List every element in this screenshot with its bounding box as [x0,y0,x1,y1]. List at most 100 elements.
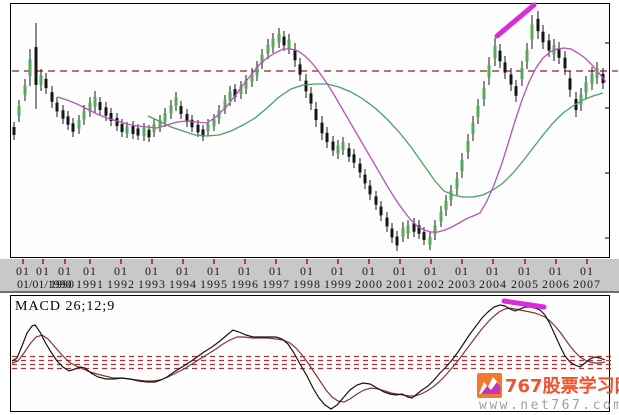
candle-body [271,38,275,48]
candle-body [104,107,108,116]
year-label: 1994 [169,277,197,291]
candle-body [358,163,362,173]
year-label: 2000 [355,277,383,291]
month-tick-label: 01 [455,264,469,278]
month-tick-label: 01 [36,264,50,278]
candle-body [336,145,340,154]
axis-tick-mark [22,259,24,264]
candle-body [455,178,459,189]
candle-body [352,154,356,163]
candle-body [395,236,399,246]
candle-body [471,123,475,134]
candle-body [325,132,329,143]
candle-body [147,129,151,138]
candle-body [163,113,167,122]
candle-body [250,73,254,82]
candle-body [136,128,140,136]
candle-body [287,39,291,49]
candle-body [34,47,38,85]
year-label: 1999 [324,277,352,291]
candle-body [503,62,507,73]
candle-body [460,160,464,171]
candle-body [169,105,173,114]
axis-tick-mark [555,259,557,264]
watermark-logo-icon [477,373,502,398]
candle-body [293,49,297,61]
month-tick-label: 01 [518,264,532,278]
candle-body [115,118,119,126]
time-axis-band: 01 01 01 01 01 01 01 01 01 01 01 01 01 01 01 01 01 01 01 01… [0,259,619,293]
candle-body [476,106,480,117]
candle-body [120,124,124,132]
month-tick-label: 01 [486,264,500,278]
macd-chart-svg [11,298,614,410]
candle-body [228,91,232,101]
candle-body [223,100,227,109]
candle-body [363,174,367,184]
candle-body [590,73,594,84]
candle-body [509,74,513,85]
candle-body [125,126,129,134]
axis-tick-mark [151,259,153,264]
candle-body [82,110,86,120]
axis-tick-mark [182,259,184,264]
axis-tick-mark [399,259,401,264]
candle-body [109,113,113,121]
candle-body [520,68,524,79]
candle-body [422,232,426,240]
axis-tick-mark [89,259,91,264]
axis-tick-mark [337,259,339,264]
candle-body [196,124,200,133]
candle-body [401,227,405,237]
year-label: 2004 [479,277,507,291]
candle-body [71,123,75,132]
candle-body [439,211,443,222]
macd-indicator-label: MACD 26;12;9 [15,299,116,314]
month-tick-label: 01 [424,264,438,278]
axis-tick-mark [368,259,370,264]
month-tick-label: 01 [83,264,97,278]
year-label: 1991 [76,277,104,291]
ma-slow-green-line [147,83,604,198]
candle-body [530,24,534,40]
ma-fast-magenta-line [57,47,607,233]
candle-body [98,102,102,110]
candle-body [44,78,48,89]
candle-body [190,119,194,128]
candle-body [536,18,540,32]
candle-body [331,141,335,151]
candle-body [212,118,216,127]
candle-body [174,97,178,106]
candle-body [368,185,372,195]
candle-body [131,126,135,134]
candle-body [525,50,529,62]
price-panel [10,2,618,258]
candle-body [66,116,70,125]
year-label: 1993 [138,277,166,291]
candle-body [557,48,561,58]
year-label: 1998 [293,277,321,291]
candle-body [444,200,448,211]
candle-body [239,86,243,94]
candle-body [201,129,205,137]
candle-body [77,120,81,129]
axis-tick-mark [64,259,66,264]
watermark-site-name: 767股票学习网 [505,376,619,397]
candle-body [61,110,65,119]
month-tick-label: 01 [549,264,563,278]
candle-body [277,33,281,43]
price-chart-svg [12,2,618,251]
month-tick-label: 01 [393,264,407,278]
candle-body [17,106,21,116]
watermark-site-url: www.net767.com [479,398,619,413]
axis-tick-mark [275,259,277,264]
candle-body [385,217,389,227]
candle-body [514,86,518,96]
candle-body [260,54,264,64]
candle-body [244,80,248,89]
candle-body [487,64,491,78]
candle-body [88,102,92,112]
year-label: 2003 [448,277,476,291]
candle-body [39,75,43,85]
year-label: 2005 [511,277,539,291]
